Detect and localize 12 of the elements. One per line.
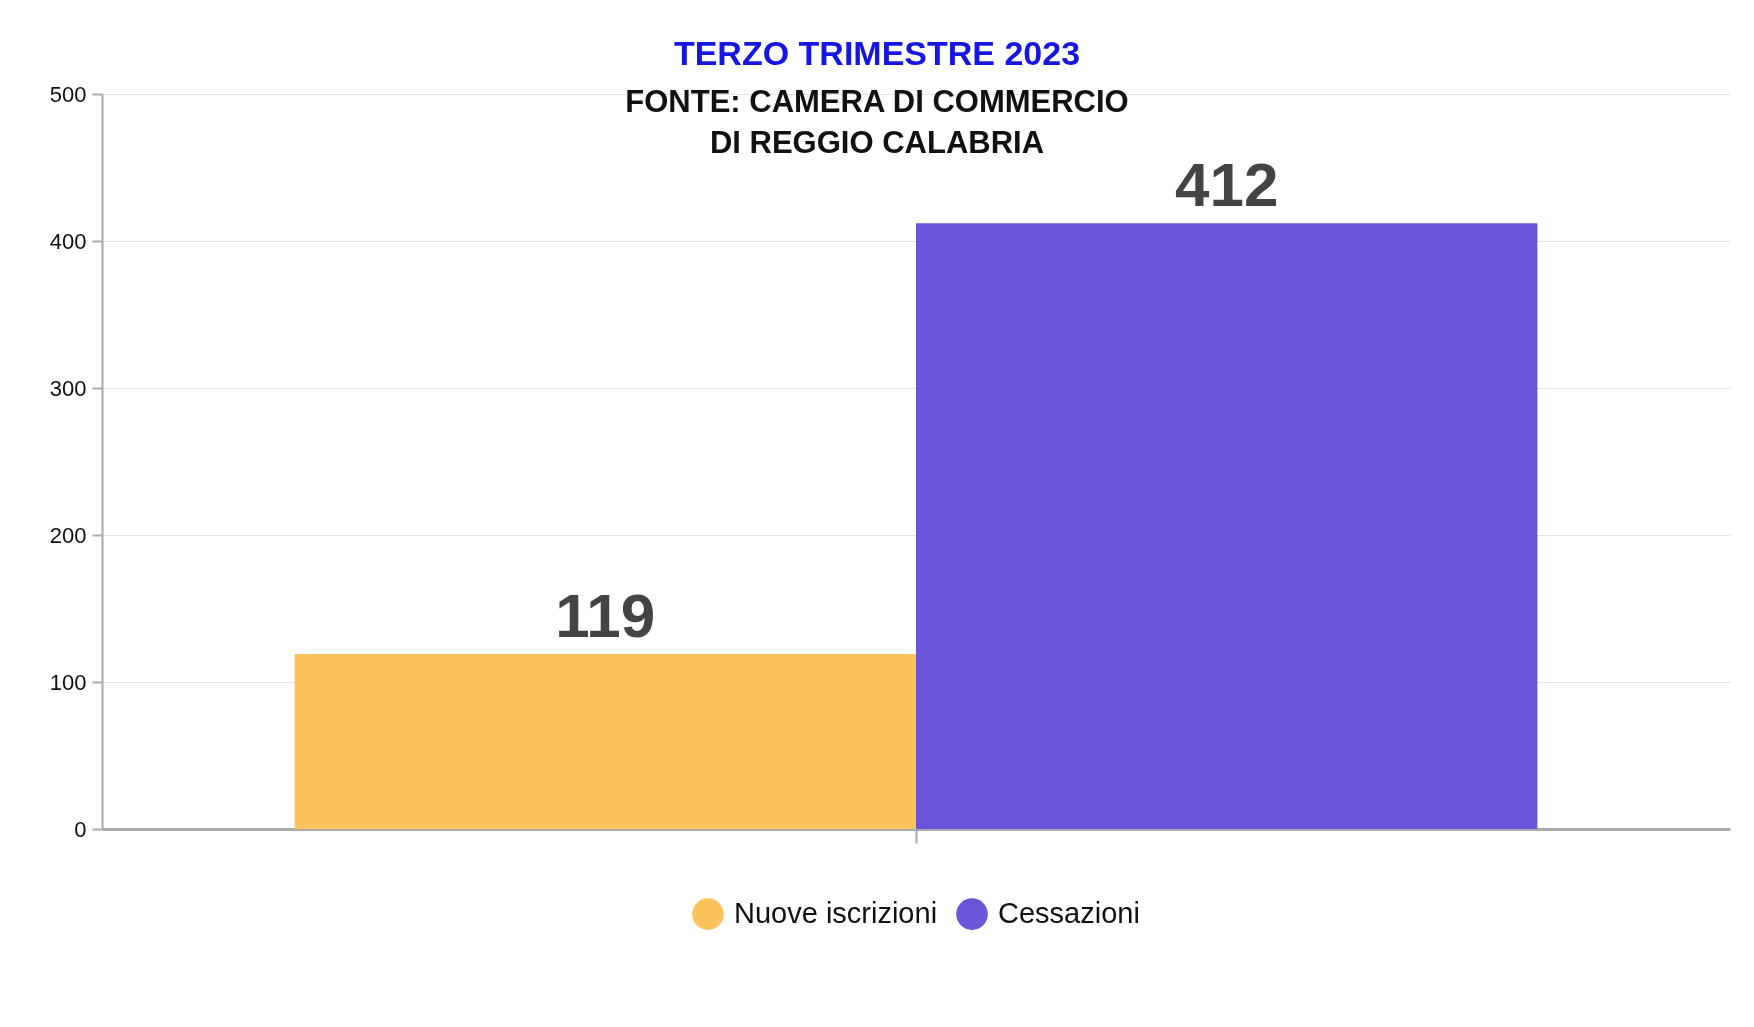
y-tick-label: 400 <box>49 228 87 254</box>
y-tick-label: 200 <box>49 522 87 548</box>
data-label: 119 <box>555 581 656 651</box>
y-tick-label: 300 <box>49 375 87 401</box>
y-tick-label: 500 <box>49 81 87 107</box>
legend-label: Cessazioni <box>998 897 1140 930</box>
chart-subtitle: FONTE: CAMERA DI COMMERCIO DI REGGIO CALABRIA <box>625 84 1129 160</box>
y-tick-label: 100 <box>49 669 87 695</box>
data-label: 412 <box>1174 150 1279 220</box>
chart-title: TERZO TRIMESTRE 2023 <box>673 34 1081 72</box>
y-tick-label: 0 <box>74 816 87 842</box>
legend-label: Nuove iscrizioni <box>734 897 938 930</box>
